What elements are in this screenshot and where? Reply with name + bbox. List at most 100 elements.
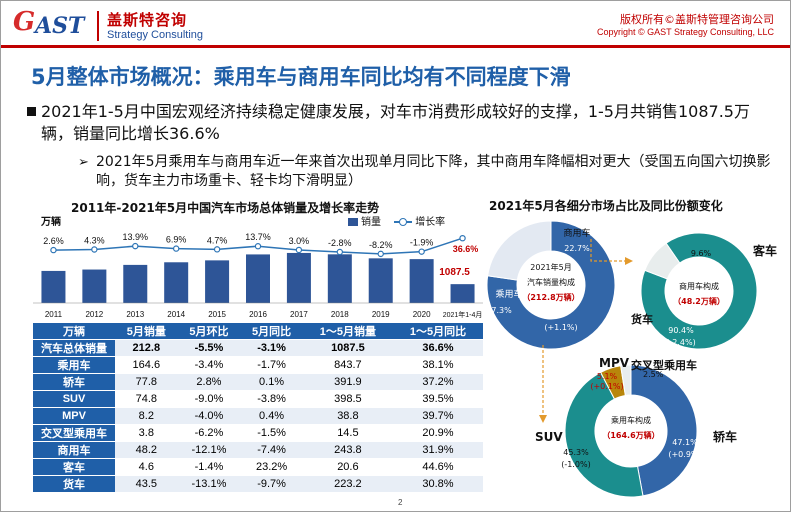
table-cell: 0.4% xyxy=(240,407,303,425)
growth-rate-point xyxy=(336,248,344,256)
logo-ast: AST xyxy=(35,13,85,39)
donut1-slice-a-name: 乘用车 xyxy=(495,288,522,300)
table-cell: -6.2% xyxy=(177,424,241,442)
x-tick-label: 2021年1-4月 xyxy=(443,310,483,319)
table-cell: 223.2 xyxy=(302,475,393,493)
table-cell: 391.9 xyxy=(302,373,393,391)
legend-line-label: 增长率 xyxy=(415,217,446,228)
table-row-label: 商用车 xyxy=(33,441,115,459)
table-cell: 2.8% xyxy=(177,373,241,391)
connector-arrow-icon xyxy=(539,415,547,423)
donut3-suv-pct: 45.3% xyxy=(563,448,589,457)
table-row-label: 交叉型乘用车 xyxy=(33,424,115,442)
x-tick-label: 2016 xyxy=(249,310,267,319)
table-cell: 77.8 xyxy=(115,373,178,391)
table-row-label: 轿车 xyxy=(33,373,115,391)
growth-rate-label: 36.6% xyxy=(453,244,479,254)
table-header-cell: 5月环比 xyxy=(177,323,241,340)
bullet-1-text: 2021年1-5月中国宏观经济持续稳定健康发展，对车市消费形成较好的支撑，1-5… xyxy=(41,102,750,143)
company-name-en: Strategy Consulting xyxy=(107,29,203,41)
table-cell: -4.0% xyxy=(177,407,241,425)
growth-rate-label: 6.9% xyxy=(166,235,187,245)
table-cell: 243.8 xyxy=(302,441,393,459)
table-cell: 398.5 xyxy=(302,390,393,408)
table-cell: -9.0% xyxy=(177,390,241,408)
connector-line xyxy=(590,239,625,262)
table-cell: 39.5% xyxy=(392,390,483,408)
sales-bar xyxy=(82,269,107,303)
donut3-cross-name: 交叉型乘用车 xyxy=(631,358,697,372)
table-cell: -1.4% xyxy=(177,458,241,476)
table-cell: 37.2% xyxy=(392,373,483,391)
donut3-suv-name: SUV xyxy=(535,430,563,444)
sales-bar xyxy=(327,254,352,303)
donut2-slice-a-name: 货车 xyxy=(630,312,653,326)
segment-chart-title: 2021年5月各细分市场占比及同比份额变化 xyxy=(489,199,723,213)
sales-bar xyxy=(368,258,393,303)
table-header-cell: 1～5月销量 xyxy=(302,323,393,340)
table-cell: 30.8% xyxy=(392,475,483,493)
copyright-cn: 版权所有©盖斯特管理咨询公司 xyxy=(620,13,774,26)
table-cell: 20.9% xyxy=(392,424,483,442)
table-cell: 31.9% xyxy=(392,441,483,459)
x-tick-label: 2019 xyxy=(372,310,390,319)
growth-rate-point xyxy=(418,248,425,255)
growth-rate-point xyxy=(295,246,303,254)
donut-hole xyxy=(665,257,733,325)
table-row: SUV 74.8 -9.0% -3.8% 398.5 39.5% xyxy=(33,390,483,408)
table-row: MPV 8.2 -4.0% 0.4% 38.8 39.7% xyxy=(33,407,483,425)
growth-rate-label: 2.6% xyxy=(43,236,64,246)
table-row-label: 汽车总体销量 xyxy=(33,339,115,357)
donut3-cross-pct: 2.5% xyxy=(643,370,664,379)
x-tick-label: 2013 xyxy=(126,310,144,319)
legend-bar-swatch xyxy=(348,218,358,226)
bullet-1: 2021年1-5月中国宏观经济持续稳定健康发展，对车市消费形成较好的支撑，1-5… xyxy=(27,101,781,145)
gast-logo: G AST 盖斯特咨询 Strategy Consulting xyxy=(13,7,203,43)
sales-bar xyxy=(409,259,434,303)
sales-bar xyxy=(164,262,189,303)
table-row-label: 货车 xyxy=(33,475,115,493)
table-row: 轿车 77.8 2.8% 0.1% 391.9 37.2% xyxy=(33,373,483,391)
donut2-slice-a-pct: 90.4% xyxy=(668,326,694,335)
table-cell: 843.7 xyxy=(302,356,393,374)
table-cell: -5.5% xyxy=(177,339,241,357)
sales-bar xyxy=(41,270,66,303)
table-cell: 23.2% xyxy=(240,458,303,476)
donut3-car-pct: 47.1% xyxy=(672,438,698,447)
table-row-label: SUV xyxy=(33,390,115,408)
donut1-slice-a-pct: 77.3% xyxy=(486,306,512,315)
table-cell: 39.7% xyxy=(392,407,483,425)
table-row: 交叉型乘用车 3.8 -6.2% -1.5% 14.5 20.9% xyxy=(33,424,483,442)
table-cell: 1087.5 xyxy=(302,339,393,357)
growth-rate-label: -2.8% xyxy=(328,238,352,248)
sales-table: 万辆 5月销量 5月环比 5月同比 1～5月销量 1～5月同比 汽车总体销量 212.8 -5.… xyxy=(33,323,483,493)
table-cell: 74.8 xyxy=(115,390,178,408)
trend-chart-title: 2011年-2021年5月中国汽车市场总体销量及增长率走势 xyxy=(71,201,380,215)
growth-rate-point xyxy=(91,246,98,253)
x-tick-label: 2020 xyxy=(413,310,431,319)
donut3-mpv-name: MPV xyxy=(599,356,630,370)
table-row: 货车 43.5 -13.1% -9.7% 223.2 30.8% xyxy=(33,475,483,493)
table-cell: 3.8 xyxy=(115,424,178,442)
growth-rate-point xyxy=(377,250,384,258)
table-header-cell: 5月销量 xyxy=(115,323,178,340)
donut3-car-change: (+0.9%) xyxy=(668,450,701,459)
table-cell: -3.8% xyxy=(240,390,303,408)
table-cell: -1.7% xyxy=(240,356,303,374)
donut3-center-line2: （164.6万辆） xyxy=(602,430,659,440)
table-cell: -13.1% xyxy=(177,475,241,493)
donut1-change: (+1.1%) xyxy=(544,323,577,332)
table-cell: 38.8 xyxy=(302,407,393,425)
donut1-center-line3: （212.8万辆） xyxy=(522,292,579,302)
table-cell: -3.1% xyxy=(240,339,303,357)
legend-bar-label: 销量 xyxy=(361,217,381,228)
table-cell: -7.4% xyxy=(240,441,303,459)
table-cell: -1.5% xyxy=(240,424,303,442)
connector-arrow-icon xyxy=(625,257,633,265)
donut1-slice-b-pct: 22.7% xyxy=(564,244,590,253)
x-tick-label: 2017 xyxy=(290,310,308,319)
trend-chart-legend: 销量 增长率 xyxy=(348,213,445,228)
growth-rate-label: 4.7% xyxy=(207,235,228,245)
arrow-bullet-icon: ➢ xyxy=(78,155,89,170)
